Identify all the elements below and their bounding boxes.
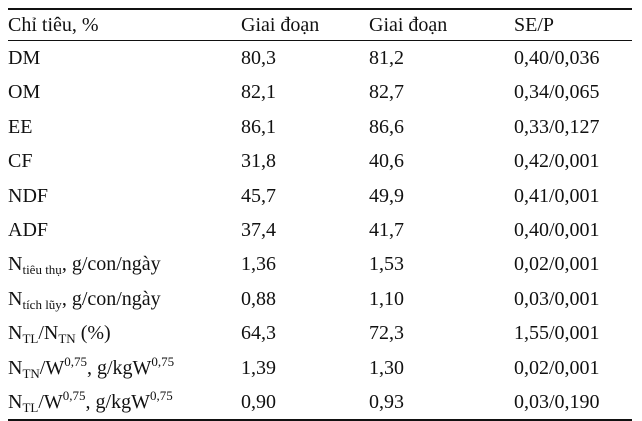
- cell-period-2: 86,6: [369, 115, 404, 138]
- label-rest: (%): [75, 322, 111, 345]
- row-label: NTN/W0,75, g/kgW0,75: [8, 351, 241, 385]
- header-se-p: SE/P: [514, 8, 632, 41]
- label-superscript: 0,75: [64, 353, 87, 369]
- cell-period-2: 1,53: [369, 253, 404, 276]
- label-subscript: TN: [58, 331, 76, 347]
- row-label: NDF: [8, 184, 49, 207]
- label-rest: , g/kgW: [85, 391, 150, 414]
- table-header-row: Chỉ tiêu, % Giai đoạn Giai đoạn SE/P: [8, 8, 632, 41]
- cell-se-p: 0,40/0,036: [514, 47, 600, 69]
- label-subscript: TL: [22, 331, 39, 347]
- label-subscript: tích lũy: [22, 296, 62, 312]
- row-label: DM: [8, 47, 41, 69]
- cell-se-p: 0,42/0,001: [514, 150, 600, 173]
- cell-se-p: 0,03/0,001: [514, 287, 600, 310]
- row-label: Ntiêu thụ, g/con/ngày: [8, 247, 241, 281]
- label-superscript: 0,75: [149, 388, 173, 404]
- cell-period-2: 82,7: [369, 81, 404, 104]
- cell-se-p: 0,40/0,001: [514, 219, 600, 242]
- table-row: NTL/NTN (%) 64,3 72,3 1,55/0,001: [8, 316, 632, 350]
- table-row: NDF 45,7 49,9 0,41/0,001: [8, 179, 632, 213]
- table-row: NTL/W0,75, g/kgW0,75 0,90 0,93 0,03/0,19…: [8, 385, 632, 421]
- cell-period-1: 0,88: [241, 287, 276, 310]
- data-table: Chỉ tiêu, % Giai đoạn Giai đoạn SE/P DM …: [8, 8, 632, 421]
- cell-period-1: 45,7: [241, 184, 276, 207]
- label-base: N: [8, 322, 23, 345]
- cell-se-p: 0,02/0,001: [514, 253, 600, 276]
- cell-se-p: 1,55/0,001: [514, 322, 600, 345]
- cell-period-2: 1,10: [369, 287, 404, 310]
- row-label: OM: [8, 81, 41, 104]
- cell-period-2: 49,9: [369, 184, 404, 207]
- label-rest: , g/con/ngày: [61, 253, 161, 276]
- label-base: N: [8, 253, 23, 276]
- table-row: ADF 37,4 41,7 0,40/0,001: [8, 213, 632, 247]
- label-superscript: 0,75: [62, 388, 86, 404]
- label-superscript: 0,75: [151, 353, 175, 369]
- label-base: N: [8, 356, 23, 379]
- label-rest: , g/kgW: [86, 356, 152, 379]
- row-label: EE: [8, 115, 33, 138]
- table-row: OM 82,1 82,7 0,34/0,065: [8, 75, 632, 109]
- cell-period-1: 86,1: [241, 115, 276, 138]
- cell-period-1: 31,8: [241, 150, 276, 173]
- header-period-1: Giai đoạn: [241, 8, 369, 41]
- cell-period-2: 81,2: [369, 47, 404, 69]
- label-subscript: tiêu thụ: [22, 262, 62, 278]
- table-row: DM 80,3 81,2 0,40/0,036: [8, 41, 632, 76]
- cell-period-2: 1,30: [369, 356, 404, 379]
- cell-se-p: 0,03/0,190: [514, 385, 632, 421]
- header-indicator: Chỉ tiêu, %: [8, 8, 241, 41]
- table-row: CF 31,8 40,6 0,42/0,001: [8, 144, 632, 178]
- cell-se-p: 0,41/0,001: [514, 184, 600, 207]
- label-mid: /W: [39, 356, 65, 379]
- label-subscript: TL: [22, 400, 39, 416]
- label-subscript: TN: [22, 365, 40, 381]
- table-row: NTN/W0,75, g/kgW0,75 1,39 1,30 0,02/0,00…: [8, 351, 632, 385]
- label-mid: /W: [38, 391, 63, 414]
- cell-period-2: 0,93: [369, 385, 514, 421]
- table-row: Ntiêu thụ, g/con/ngày 1,36 1,53 0,02/0,0…: [8, 247, 632, 281]
- label-rest: , g/con/ngày: [61, 287, 161, 310]
- cell-period-2: 40,6: [369, 150, 404, 173]
- label-base: N: [8, 287, 23, 310]
- cell-period-2: 72,3: [369, 322, 404, 345]
- row-label: NTL/NTN (%): [8, 316, 241, 350]
- table-row: Ntích lũy, g/con/ngày 0,88 1,10 0,03/0,0…: [8, 282, 632, 316]
- cell-period-1: 1,39: [241, 356, 276, 379]
- table-row: EE 86,1 86,6 0,33/0,127: [8, 110, 632, 144]
- cell-period-1: 37,4: [241, 219, 276, 242]
- cell-period-1: 64,3: [241, 322, 276, 345]
- row-label: NTL/W0,75, g/kgW0,75: [8, 385, 241, 421]
- cell-period-1: 82,1: [241, 81, 276, 104]
- cell-se-p: 0,02/0,001: [514, 356, 600, 379]
- cell-se-p: 0,34/0,065: [514, 81, 600, 104]
- label-slash: /N: [38, 322, 59, 345]
- header-period-2: Giai đoạn: [369, 8, 514, 41]
- cell-period-1: 0,90: [241, 385, 369, 421]
- row-label: Ntích lũy, g/con/ngày: [8, 282, 241, 316]
- cell-period-2: 41,7: [369, 219, 404, 242]
- cell-period-1: 1,36: [241, 253, 276, 276]
- cell-period-1: 80,3: [241, 47, 276, 69]
- row-label: CF: [8, 150, 33, 173]
- label-base: N: [8, 391, 23, 414]
- cell-se-p: 0,33/0,127: [514, 115, 600, 138]
- row-label: ADF: [8, 219, 49, 242]
